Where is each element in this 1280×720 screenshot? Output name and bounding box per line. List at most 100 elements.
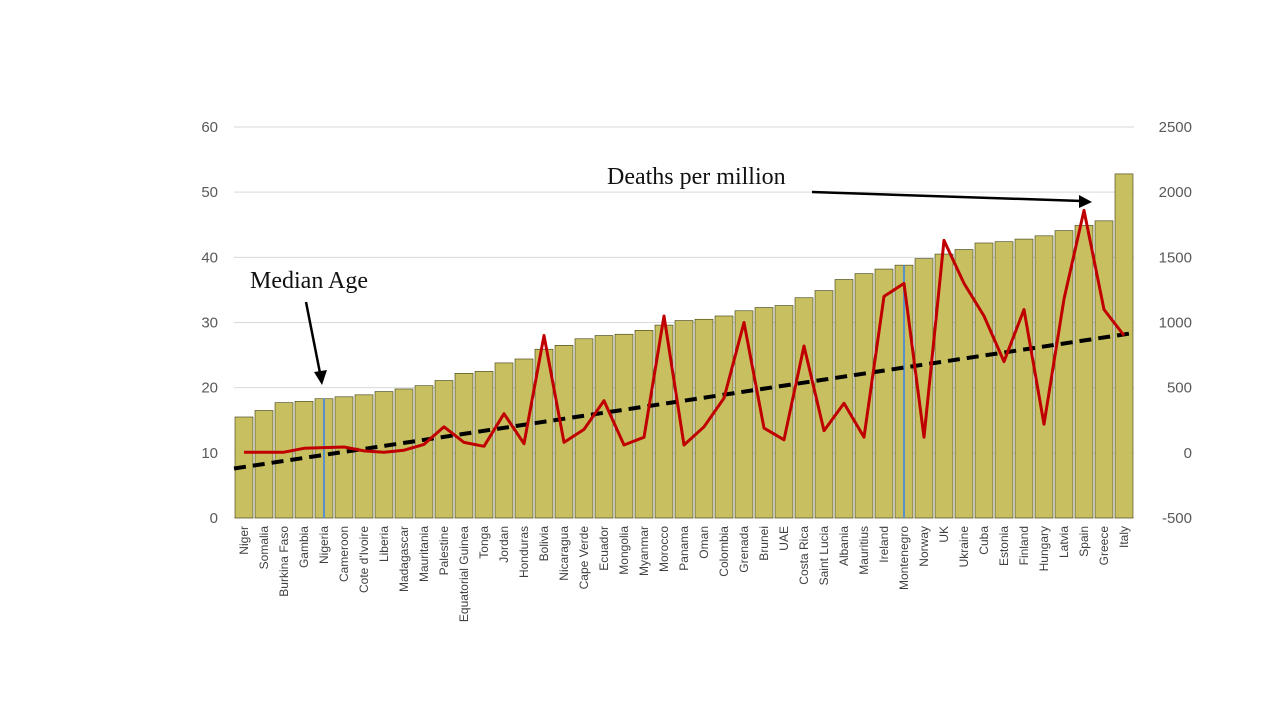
median-age-bar	[454, 373, 474, 519]
median-age-bar	[754, 307, 774, 519]
median-age-bar	[794, 297, 814, 519]
category-label: Grenada	[737, 526, 751, 573]
median-age-arrow	[304, 301, 322, 374]
category-label: Hungary	[1037, 526, 1051, 571]
right-tick-label: 500	[1167, 380, 1192, 397]
deaths-arrowhead	[1079, 195, 1092, 208]
median-age-bar	[954, 249, 974, 519]
deaths-line-group	[243, 208, 1126, 454]
deaths-arrow	[811, 190, 1083, 203]
category-label: Cuba	[977, 526, 991, 555]
median-age-bar	[1014, 238, 1034, 519]
category-label: Liberia	[377, 526, 391, 562]
category-label: Gambia	[297, 526, 311, 568]
median-age-bar	[914, 258, 934, 519]
category-label: Albania	[837, 526, 851, 566]
left-tick-label: 10	[201, 445, 218, 462]
median-age-bar	[614, 333, 634, 519]
right-axis: -500 0 500 1000 1500 2000 2500	[1159, 119, 1192, 527]
right-tick-label: 1000	[1159, 315, 1192, 332]
annotations: Deaths per million Median Age	[250, 164, 1092, 385]
category-label: Italy	[1117, 526, 1131, 548]
category-label: Panama	[677, 526, 691, 571]
category-label: Madagascar	[397, 526, 411, 592]
median-age-bar	[594, 335, 614, 519]
median-age-bar	[394, 388, 414, 519]
right-tick-label: 1500	[1159, 249, 1192, 266]
median-age-bar	[814, 290, 834, 519]
median-age-bar	[1114, 173, 1134, 519]
deaths-per-million-label: Deaths per million	[607, 164, 786, 190]
category-label: Norway	[917, 526, 931, 567]
category-label: Mauritania	[417, 526, 431, 582]
category-label: Cote d'Ivoire	[357, 526, 371, 593]
right-tick-label: 2000	[1159, 184, 1192, 201]
left-tick-label: 30	[201, 315, 218, 332]
category-label: Ireland	[877, 526, 891, 563]
category-label: Morocco	[657, 526, 671, 572]
median-age-bar	[1074, 225, 1094, 519]
category-label: UAE	[777, 526, 791, 551]
category-label: Brunei	[757, 526, 771, 561]
median-age-bar	[634, 330, 654, 519]
left-tick-label: 50	[201, 184, 218, 201]
median-age-bar	[694, 318, 714, 519]
category-label: Montenegro	[897, 526, 911, 590]
category-label: Niger	[237, 526, 251, 555]
median-age-bars	[234, 173, 1134, 519]
category-label: Ukraine	[957, 526, 971, 568]
median-age-bar	[1054, 230, 1074, 519]
category-label: Cape Verde	[577, 526, 591, 590]
median-age-bar	[834, 279, 854, 519]
left-tick-label: 60	[201, 119, 218, 136]
category-label: Nicaragua	[557, 526, 571, 581]
median-age-bar	[414, 385, 434, 519]
median-age-bar	[494, 362, 514, 519]
left-tick-label: 0	[210, 510, 218, 527]
median-age-bar	[994, 241, 1014, 519]
median-age-bar	[534, 348, 554, 519]
median-age-bar	[334, 396, 354, 519]
median-age-bar	[734, 310, 754, 519]
category-label: Jordan	[497, 526, 511, 563]
category-label: Mongolia	[617, 526, 631, 575]
median-age-bar	[774, 305, 794, 519]
category-label: Tonga	[477, 526, 491, 559]
category-label: Spain	[1077, 526, 1091, 557]
median-age-bar	[854, 273, 874, 519]
median-age-label: Median Age	[250, 268, 368, 294]
category-label: Equatorial Guinea	[457, 526, 471, 622]
median-age-bar	[434, 380, 454, 519]
category-label: Oman	[697, 526, 711, 559]
highlight-markers	[323, 265, 905, 518]
left-tick-label: 20	[201, 380, 218, 397]
median-age-bar	[374, 391, 394, 519]
category-label: Myanmar	[637, 526, 651, 576]
median-age-bar	[354, 394, 374, 519]
category-label: Colombia	[717, 526, 731, 577]
left-tick-label: 40	[201, 249, 218, 266]
right-tick-label: 0	[1184, 445, 1192, 462]
category-label: Latvia	[1057, 526, 1071, 558]
category-label: Greece	[1097, 526, 1111, 566]
category-label: Bolivia	[537, 526, 551, 562]
category-label: Nigeria	[317, 526, 331, 564]
left-axis: 0 10 20 30 40 50 60	[201, 119, 218, 527]
category-label: Saint Lucia	[817, 526, 831, 586]
median-age-bar	[714, 315, 734, 519]
category-label: Finland	[1017, 526, 1031, 565]
median-age-bar	[554, 345, 574, 519]
median-age-bar	[974, 242, 994, 519]
right-tick-label: -500	[1162, 510, 1192, 527]
category-labels: Niger Somalia Burkina Faso Gambia Nigeria Cam…	[237, 526, 1131, 622]
category-label: Mauritius	[857, 526, 871, 575]
category-label: UK	[937, 526, 951, 543]
deaths-per-million-line	[243, 208, 1126, 454]
category-label: Estonia	[997, 526, 1011, 566]
category-label: Palestine	[437, 526, 451, 576]
category-label: Ecuador	[597, 526, 611, 571]
category-label: Cameroon	[337, 526, 351, 582]
category-label: Honduras	[517, 526, 531, 578]
median-age-bar	[1094, 220, 1114, 519]
